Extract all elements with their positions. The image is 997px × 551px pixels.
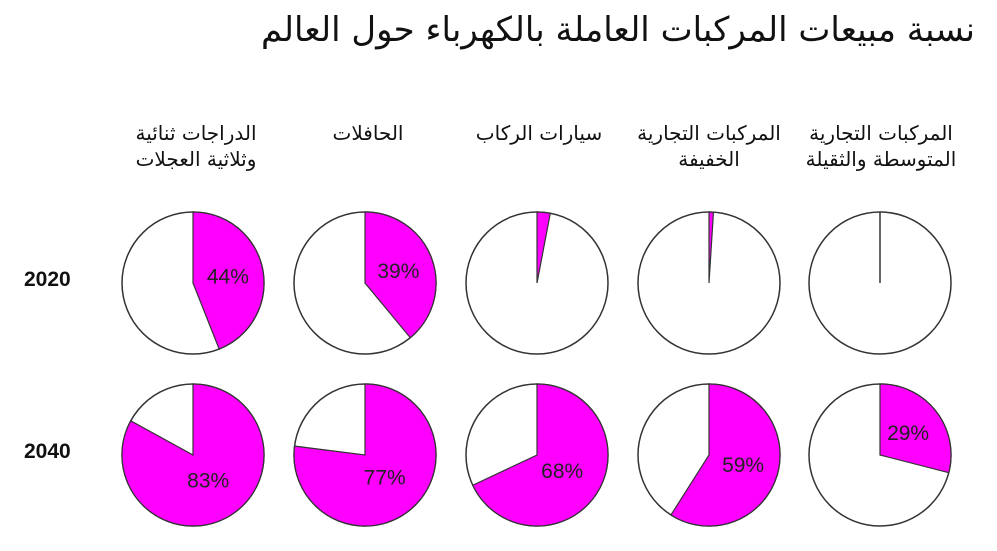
pie-slice: [192, 211, 265, 350]
pie-value-label: 39%: [377, 260, 419, 283]
pie-2020-2: [465, 211, 609, 355]
pie-slice: [121, 383, 265, 527]
pie-value-label: 83%: [187, 470, 229, 493]
column-label-light-commercial: المركبات التجارية الخفيفة: [637, 121, 781, 171]
pie-2020-1: 39%: [293, 211, 437, 355]
pie-2020-0: 44%: [121, 211, 265, 355]
pie-slice: [293, 383, 437, 527]
pie-slice: [364, 211, 437, 339]
pie-2040-0: 83%: [121, 383, 265, 527]
row-label-2020: 2020: [24, 268, 71, 291]
pie-2040-2: 68%: [465, 383, 609, 527]
pie-value-label: 59%: [722, 454, 764, 477]
pie-value-label: 68%: [541, 460, 583, 483]
column-label-passenger-cars: سيارات الركاب: [475, 121, 603, 145]
pie-slice: [879, 383, 952, 474]
pie-slice: [708, 211, 715, 284]
chart-title: نسبة مبيعات المركبات العاملة بالكهرباء ح…: [261, 10, 975, 50]
pie-value-label: 29%: [887, 422, 929, 445]
pie-2040-3: 59%: [637, 383, 781, 527]
pie-2020-3: [637, 211, 781, 355]
pie-value-label: 77%: [364, 466, 406, 489]
pie-2040-1: 77%: [293, 383, 437, 527]
pie-value-label: 44%: [207, 265, 249, 288]
pie-slice: [670, 383, 781, 527]
pie-2020-4: [808, 211, 952, 355]
pie-slice: [471, 383, 609, 527]
column-label-two-three-wheelers: الدراجات ثنائية وثلاثية العجلات: [135, 121, 257, 171]
pie-slice: [536, 211, 552, 284]
column-label-buses: الحافلات: [332, 121, 404, 145]
row-label-2040: 2040: [24, 440, 71, 463]
pie-2040-4: 29%: [808, 383, 952, 527]
column-label-medium-heavy-commercial: المركبات التجارية المتوسطة والثقيلة: [805, 121, 957, 171]
